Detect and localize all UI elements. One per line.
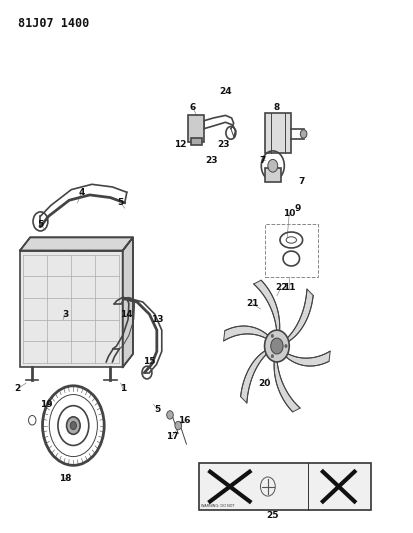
Text: 5: 5	[37, 220, 43, 229]
Circle shape	[270, 338, 282, 354]
Text: 23: 23	[204, 156, 217, 165]
Text: 3: 3	[62, 310, 68, 319]
Circle shape	[264, 330, 289, 362]
Text: 10: 10	[282, 209, 295, 218]
Bar	[198, 463, 370, 511]
Circle shape	[166, 411, 173, 419]
Text: 25: 25	[266, 511, 278, 520]
Polygon shape	[20, 251, 122, 367]
Text: 5: 5	[117, 198, 123, 207]
Text: 7: 7	[298, 177, 304, 186]
Text: 20: 20	[258, 378, 270, 387]
Polygon shape	[253, 280, 279, 333]
Polygon shape	[20, 237, 133, 251]
Text: 18: 18	[59, 474, 71, 483]
Text: 21: 21	[245, 299, 258, 308]
Bar	[264, 113, 291, 152]
Circle shape	[267, 159, 277, 172]
Circle shape	[175, 421, 181, 430]
Text: 19: 19	[40, 400, 53, 409]
Text: 15: 15	[143, 358, 155, 367]
Circle shape	[70, 422, 76, 430]
Text: 11: 11	[282, 283, 295, 292]
Text: 9: 9	[294, 204, 300, 213]
Text: 8: 8	[273, 103, 279, 112]
Polygon shape	[284, 351, 330, 366]
Text: 5: 5	[154, 405, 160, 414]
Polygon shape	[122, 237, 133, 367]
Polygon shape	[240, 350, 267, 403]
Text: 23: 23	[217, 140, 229, 149]
Text: 12: 12	[173, 140, 186, 149]
Text: 22: 22	[274, 283, 287, 292]
Bar	[188, 115, 204, 142]
Text: WARNING: DO NOT: WARNING: DO NOT	[200, 504, 234, 508]
Bar	[264, 224, 317, 277]
Bar	[264, 168, 280, 182]
Polygon shape	[285, 289, 313, 342]
Circle shape	[271, 354, 273, 358]
Circle shape	[284, 344, 287, 348]
Circle shape	[66, 417, 80, 434]
Text: 6: 6	[189, 103, 195, 112]
Text: 16: 16	[178, 416, 190, 425]
Polygon shape	[273, 359, 299, 412]
Text: 7: 7	[259, 156, 266, 165]
Circle shape	[271, 334, 273, 337]
Circle shape	[299, 130, 306, 138]
Text: 13: 13	[151, 315, 164, 324]
Text: 1: 1	[119, 384, 126, 393]
Text: 81J07 1400: 81J07 1400	[18, 17, 89, 30]
Polygon shape	[223, 326, 269, 341]
Text: 17: 17	[165, 432, 178, 441]
Text: 2: 2	[15, 384, 21, 393]
Text: 4: 4	[78, 188, 85, 197]
Text: 24: 24	[218, 87, 231, 96]
Text: 14: 14	[120, 310, 133, 319]
Bar	[190, 138, 202, 144]
